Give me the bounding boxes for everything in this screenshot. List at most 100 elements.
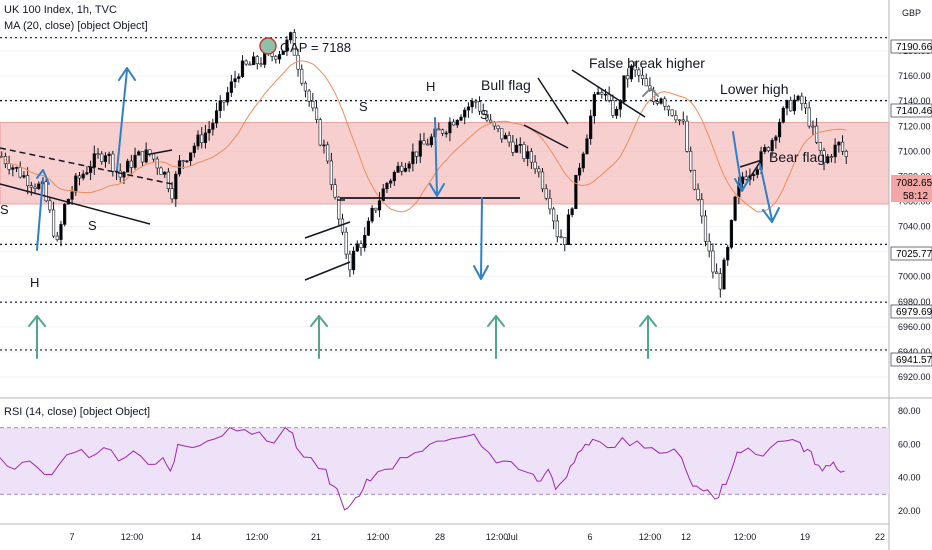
candle-body (74, 175, 78, 193)
candle-body (552, 208, 556, 222)
currency-label: GBP (902, 8, 922, 18)
candle-body (555, 220, 559, 238)
price-tick-label: 7040.00 (898, 222, 931, 232)
candle-body (351, 250, 356, 271)
candle-body (240, 60, 245, 77)
candle-body (396, 165, 400, 173)
price-tick-label: 7120.00 (898, 121, 931, 131)
candle-body (514, 144, 519, 153)
price-tick-label: 6960.00 (898, 322, 931, 332)
countdown-tag: 58:12 (903, 191, 928, 202)
rsi-band (0, 427, 889, 495)
candle-body (803, 103, 808, 109)
candle-body (574, 174, 578, 210)
candle-body (229, 81, 233, 93)
candle-body (326, 144, 330, 162)
candle-body (426, 143, 430, 146)
candle-body (533, 161, 537, 170)
time-tick-label: 6 (587, 532, 592, 542)
candle-body (189, 152, 193, 162)
candle-body (459, 116, 463, 121)
candle-body (463, 109, 467, 118)
time-tick-label: 19 (800, 532, 810, 542)
candle-body (251, 56, 256, 66)
candle-body (259, 63, 263, 66)
candle-body (355, 243, 359, 252)
candle-body (174, 173, 178, 200)
candle-body (311, 101, 315, 109)
candle-body (455, 120, 459, 126)
candle-body (777, 121, 782, 138)
candle-body (703, 215, 708, 242)
candle-body (614, 108, 619, 116)
green-arrow-head (487, 315, 505, 327)
candle-body (592, 94, 596, 117)
candle-body (374, 207, 378, 211)
candle-body (700, 199, 704, 217)
candle-body (448, 121, 452, 134)
candle-body (811, 125, 815, 128)
time-tick-label: 28 (435, 532, 445, 542)
candle-body (685, 120, 689, 152)
candle-body (729, 219, 734, 248)
candle-body (29, 185, 33, 188)
rsi-tick-label: 80.00 (898, 406, 921, 416)
candle-body (181, 160, 185, 162)
candle-body (640, 74, 645, 79)
candle-body (129, 160, 133, 168)
head-label-left: H (30, 275, 39, 290)
candle-body (126, 160, 130, 173)
support-resistance-zone (0, 122, 890, 205)
candle-body (452, 121, 456, 126)
candle-body (81, 173, 85, 179)
price-axis-ticks: 6920.006940.006960.006980.007000.007020.… (898, 46, 931, 382)
candle-body (418, 140, 422, 157)
minor-resistance (144, 149, 173, 156)
candle-body (214, 110, 219, 124)
candle-body (722, 259, 726, 290)
flag-lower-left (304, 261, 351, 281)
annotation-labels: GAP = 7188 S S H S H S Bull flag False b… (0, 40, 825, 290)
price-tag-current: 7082.65 (896, 178, 932, 189)
candle-body (840, 141, 845, 152)
candle-body (70, 191, 74, 200)
candle-body (366, 220, 371, 236)
candle-body (796, 95, 800, 101)
candle-body (570, 208, 574, 216)
candle-body (766, 147, 771, 152)
candle-body (255, 56, 259, 65)
candle-body (837, 141, 841, 146)
candle-body (307, 90, 311, 102)
price-tag-6941: 6941.57 (896, 355, 932, 366)
candle-body (677, 119, 682, 122)
candle-body (507, 135, 511, 143)
candle-body (537, 168, 541, 173)
candle-body (500, 128, 504, 140)
candle-body (844, 150, 848, 157)
rsi-line (0, 426, 845, 511)
price-tick-label: 7000.00 (898, 272, 931, 282)
candle-body (644, 78, 648, 87)
candle-body (285, 39, 289, 52)
price-axis[interactable]: 6920.006940.006960.006980.007000.007020.… (888, 0, 932, 550)
candle-body (763, 147, 767, 152)
ma-20-line (1, 60, 847, 213)
blue-arrow-shaft (759, 163, 773, 221)
price-tick-label: 7160.00 (898, 71, 931, 81)
false-break-label: False break higher (589, 55, 705, 71)
candle-body (33, 186, 37, 189)
candle-body (518, 144, 522, 146)
candle-body (63, 203, 67, 225)
bull-flag-lower (523, 124, 569, 149)
time-tick-label: 12:00 (734, 532, 757, 542)
candle-body (444, 132, 448, 135)
candle-body (166, 171, 170, 189)
candle-body (11, 167, 15, 170)
candle-body (477, 101, 482, 112)
candle-body (577, 167, 582, 176)
candle-body (333, 184, 337, 198)
candle-body (407, 163, 411, 169)
